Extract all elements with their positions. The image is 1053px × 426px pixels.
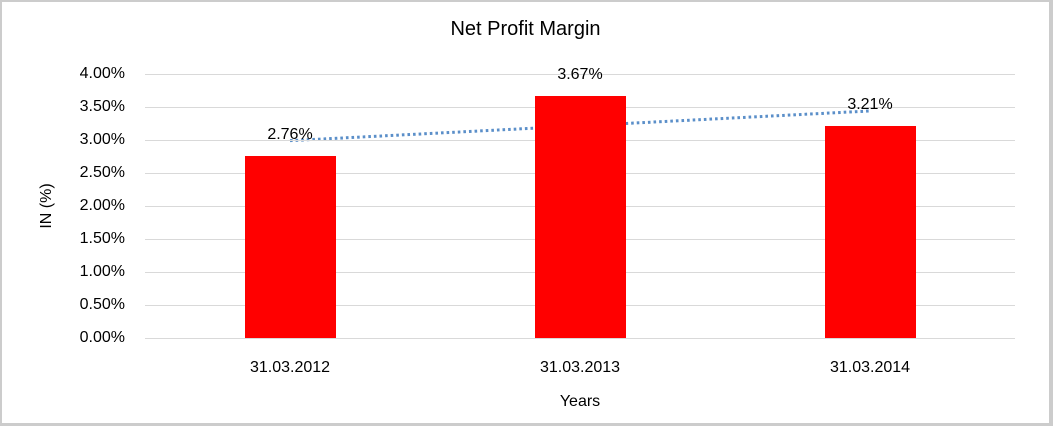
y-axis-tick-label: 3.00% [79, 131, 125, 148]
bar-data-label: 3.67% [557, 65, 603, 83]
y-axis-tick-label: 2.50% [79, 164, 125, 181]
gridline [145, 73, 1015, 75]
y-axis-tick-label: 1.00% [79, 263, 125, 280]
y-axis-tick-label: 3.50% [79, 98, 125, 115]
gridline [145, 337, 1015, 339]
y-axis-tick-label: 0.00% [79, 329, 125, 346]
bar-31.03.2012 [244, 155, 336, 338]
y-axis-tick-label: 4.00% [79, 65, 125, 82]
bar-data-label: 2.76% [267, 125, 313, 143]
x-axis-tick-label: 31.03.2013 [539, 359, 621, 376]
chart-title: Net Profit Margin [450, 18, 601, 40]
y-axis-tick-label: 1.50% [79, 230, 125, 247]
bar-31.03.2014 [824, 126, 916, 338]
x-axis-tick-label: 31.03.2014 [829, 359, 911, 376]
y-axis-tick-label: 0.50% [79, 296, 125, 313]
bar-data-label: 3.21% [847, 96, 893, 114]
y-axis-tick-label: 2.00% [79, 197, 125, 214]
x-axis-title: Years [559, 393, 601, 410]
x-axis-tick-label: 31.03.2012 [249, 359, 331, 376]
bar-31.03.2013 [534, 95, 626, 338]
